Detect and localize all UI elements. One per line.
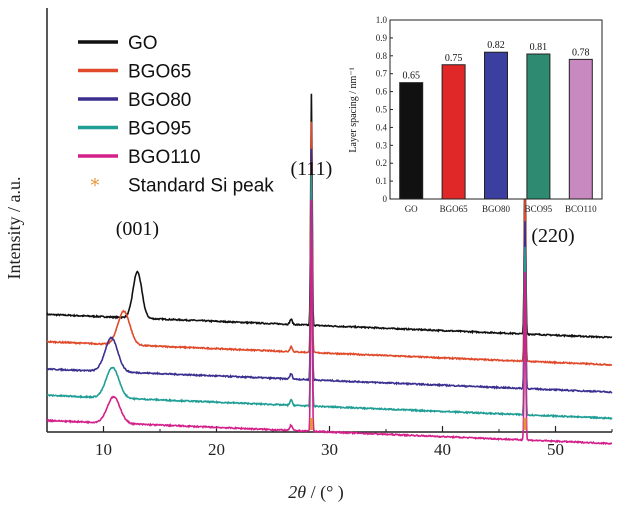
x-tick-label: 40 [434, 440, 451, 459]
x-tick-label: 20 [208, 440, 225, 459]
series-line-bgo80 [46, 148, 613, 394]
inset-category-label: BGO80 [482, 204, 511, 214]
inset-y-tick-label: 0.5 [376, 105, 388, 115]
x-tick-label: 50 [547, 440, 564, 459]
inset-y-tick-label: 0.1 [376, 176, 387, 186]
inset-y-axis-label: Layer spacing / nm⁻¹ [348, 67, 359, 152]
inset-y-tick-label: 0.9 [376, 33, 388, 43]
inset-bar-chart: 0 0.1 0.2 0.3 0.4 0.5 0.6 0.7 0.8 0.9 1.0 Layer spa… [348, 15, 603, 214]
inset-bar-value-label: 0.81 [530, 42, 548, 53]
inset-y-tick-label: 0.8 [376, 51, 388, 61]
inset-y-tick-label: 0 [383, 194, 388, 204]
legend-label: BGO80 [128, 90, 191, 111]
inset-bar [399, 82, 424, 200]
legend-label: BGO95 [128, 119, 191, 140]
inset-bar [441, 64, 466, 200]
x-axis-label: 2θ / (° ) [288, 482, 344, 503]
series-line-bgo65 [46, 121, 613, 367]
x-axis-label-unit: / (° ) [306, 482, 344, 503]
inset-bar [484, 51, 508, 200]
inset-y-tick-label: 0.4 [376, 122, 388, 132]
peak-annotation: (111) [290, 158, 332, 180]
series-line-bgo110 [46, 199, 612, 446]
inset-bar-value-label: 0.75 [445, 53, 463, 64]
inset-category-label: BGO65 [440, 204, 469, 214]
inset-y-tick-label: 0.6 [376, 87, 388, 97]
inset-bar-value-label: 0.78 [572, 47, 590, 58]
series-line-go [46, 93, 613, 339]
legend-label: BGO110 [128, 147, 201, 168]
inset-category-label: BCO95 [525, 204, 553, 214]
inset-y-tick-label: 0.2 [376, 158, 387, 168]
inset-category-label: GO [405, 204, 418, 214]
legend-label: Standard Si peak [128, 176, 274, 197]
legend-label: GO [128, 33, 158, 54]
y-axis-label: Intensity / a.u. [4, 177, 24, 280]
inset-bar-value-label: 0.82 [487, 40, 505, 51]
series-line-bgo95 [46, 175, 613, 421]
inset-bar [568, 58, 593, 200]
x-tick-label: 30 [321, 440, 338, 459]
inset-y-tick-label: 0.3 [376, 140, 388, 150]
legend-star-icon: * [91, 176, 100, 197]
x-tick-label: 10 [95, 440, 112, 459]
inset-y-tick-label: 0.7 [376, 69, 388, 79]
peak-annotation: (220) [531, 225, 574, 247]
inset-bar-value-label: 0.65 [402, 71, 420, 82]
peak-annotation: (001) [116, 218, 159, 240]
inset-y-tick-label: 1.0 [376, 15, 388, 25]
x-axis-label-symbol: 2θ [288, 482, 306, 502]
inset-category-label: BCO110 [565, 204, 597, 214]
legend-label: BGO65 [128, 62, 191, 83]
inset-bar [526, 53, 551, 200]
main-plot: 10 20 30 40 50 2θ / (° ) Intensity / a.u. (001)… [4, 8, 613, 503]
